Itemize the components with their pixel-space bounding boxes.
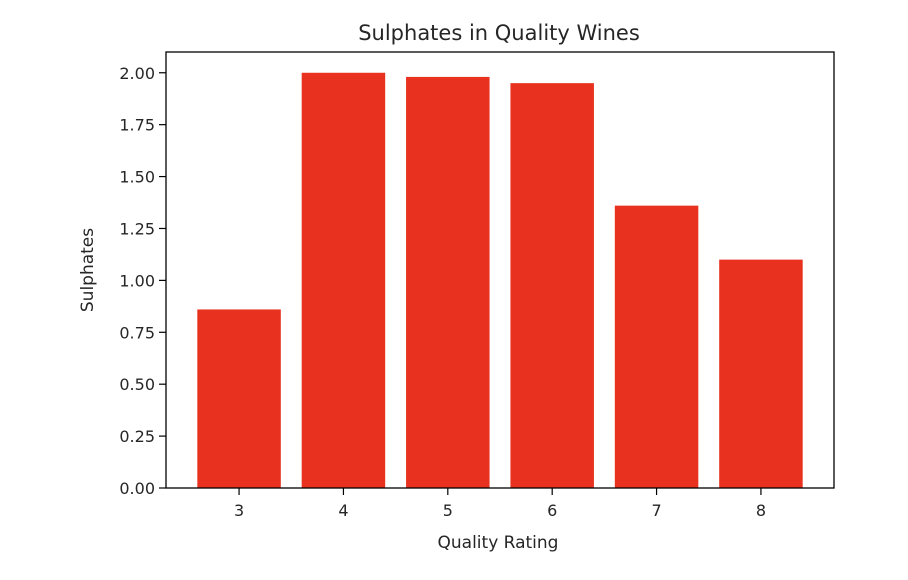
x-axis-ticks: 3 4 5 6 7 8 bbox=[234, 488, 766, 520]
y-tick-label: 1.75 bbox=[119, 116, 155, 135]
x-tick-label: 6 bbox=[547, 501, 557, 520]
x-axis-title: Quality Rating bbox=[438, 533, 559, 553]
y-tick-label: 0.75 bbox=[119, 323, 155, 342]
bar-6 bbox=[510, 83, 594, 488]
y-tick-label: 0.00 bbox=[119, 479, 155, 498]
bar-7 bbox=[614, 205, 699, 488]
bar-8 bbox=[719, 259, 803, 488]
y-tick-label: 0.50 bbox=[119, 375, 155, 394]
x-tick-label: 7 bbox=[651, 501, 661, 520]
y-tick-label: 2.00 bbox=[119, 64, 155, 83]
y-axis-ticks: 0.00 0.25 0.50 0.75 1.00 1.25 1.50 1.75 2.00 bbox=[119, 64, 166, 498]
y-tick-label: 1.25 bbox=[119, 219, 155, 238]
x-tick-label: 3 bbox=[234, 501, 244, 520]
x-tick-label: 5 bbox=[443, 501, 453, 520]
bar-3 bbox=[197, 309, 281, 488]
bar-5 bbox=[406, 76, 490, 488]
bars bbox=[197, 72, 803, 488]
chart-title: Sulphates in Quality Wines bbox=[358, 21, 640, 45]
y-tick-label: 0.25 bbox=[119, 427, 155, 446]
y-axis-title: Sulphates bbox=[78, 228, 98, 312]
bar-4 bbox=[301, 72, 386, 488]
plot-frame bbox=[165, 51, 835, 489]
y-tick-label: 1.00 bbox=[119, 271, 155, 290]
x-tick-label: 8 bbox=[756, 501, 766, 520]
y-tick-label: 1.50 bbox=[119, 168, 155, 187]
x-tick-label: 4 bbox=[338, 501, 348, 520]
